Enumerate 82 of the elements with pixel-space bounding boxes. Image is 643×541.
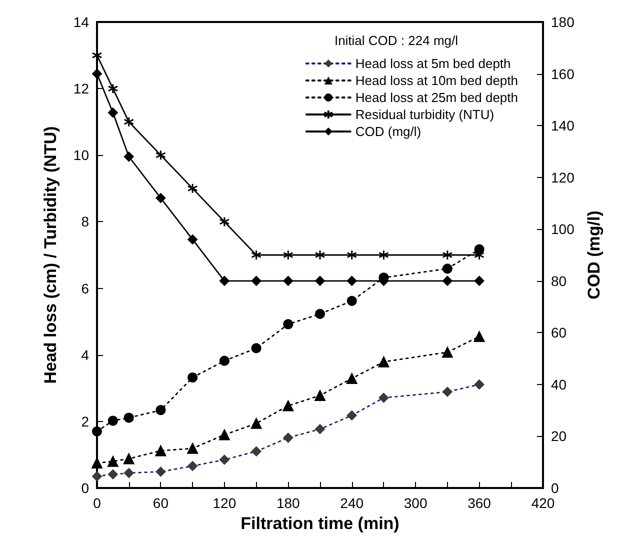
point [282, 400, 294, 412]
x-tick-label: 240 [340, 495, 364, 511]
point [283, 276, 294, 286]
point [346, 372, 358, 384]
y2-tick-label: 120 [551, 169, 575, 186]
point [156, 405, 166, 416]
point [92, 426, 102, 436]
point [250, 418, 262, 429]
y2-tick-label: 0 [551, 480, 559, 496]
point [283, 319, 294, 330]
point [474, 331, 485, 342]
y-tick-label: 8 [81, 214, 90, 230]
legend-label: Head loss at 25m bed depth [355, 90, 518, 105]
point [442, 250, 453, 260]
point [155, 445, 166, 456]
point [474, 276, 484, 286]
x-axis-title: Filtration time (min) [240, 514, 400, 533]
point [218, 429, 230, 440]
point [92, 68, 102, 79]
legend-label: Residual turbidity (NTU) [355, 107, 494, 122]
y-tick-label: 4 [81, 346, 90, 363]
point [187, 183, 198, 194]
point [442, 346, 453, 358]
point [187, 442, 198, 454]
point [188, 372, 198, 382]
x-tick-label: 360 [468, 495, 492, 511]
x-tick-label: 180 [276, 495, 300, 511]
y2-tick-label: 20 [551, 428, 567, 444]
legend-label: COD (mg/l) [355, 124, 422, 139]
point [251, 250, 262, 260]
point [108, 416, 118, 426]
point [108, 83, 118, 94]
legend-label: Head loss at 10m bed depth [355, 73, 518, 88]
y2-tick-label: 180 [551, 14, 575, 30]
point [378, 356, 390, 368]
point [282, 250, 294, 260]
y-axis-title: Head loss (cm) / Turbidity (NTU) [41, 126, 60, 384]
y2-axis-title: COD (mg/l) [584, 210, 604, 300]
point [314, 250, 326, 260]
point [107, 456, 118, 467]
point [315, 308, 325, 319]
point [188, 234, 198, 244]
point [124, 116, 134, 128]
point [108, 108, 118, 118]
point [92, 458, 102, 469]
y-tick-label: 10 [73, 147, 90, 164]
x-tick-label: 0 [93, 495, 102, 511]
y2-tick-label: 40 [551, 376, 567, 392]
point [124, 152, 134, 162]
x-tick-label: 420 [531, 495, 555, 511]
x-tick-label: 300 [404, 495, 428, 511]
legend-title: Initial COD : 224 mg/l [334, 33, 458, 48]
point [346, 250, 358, 260]
y2-tick-label: 60 [551, 324, 567, 341]
y-tick-label: 6 [81, 280, 90, 296]
point [219, 276, 230, 286]
point [155, 150, 166, 160]
legend-label: Head loss at 5m bed depth [355, 56, 511, 71]
point [442, 276, 452, 286]
y2-tick-label: 80 [551, 272, 567, 289]
point [219, 356, 230, 366]
point [251, 343, 262, 354]
point [156, 193, 166, 204]
point [251, 276, 262, 286]
point [315, 276, 325, 286]
y-tick-label: 2 [81, 413, 90, 430]
point [124, 412, 134, 423]
point [123, 453, 134, 464]
point [219, 216, 230, 227]
x-tick-label: 120 [212, 495, 236, 511]
point [346, 296, 357, 306]
point [346, 276, 357, 286]
point [378, 250, 389, 260]
y-tick-label: 0 [81, 480, 90, 496]
point [314, 390, 326, 401]
y2-tick-label: 160 [551, 66, 575, 82]
y-tick-label: 12 [73, 80, 90, 97]
y2-tick-label: 140 [551, 118, 575, 134]
y-tick-label: 14 [73, 14, 90, 30]
point [442, 264, 452, 274]
x-tick-label: 60 [152, 495, 169, 511]
y2-tick-label: 100 [551, 221, 575, 238]
